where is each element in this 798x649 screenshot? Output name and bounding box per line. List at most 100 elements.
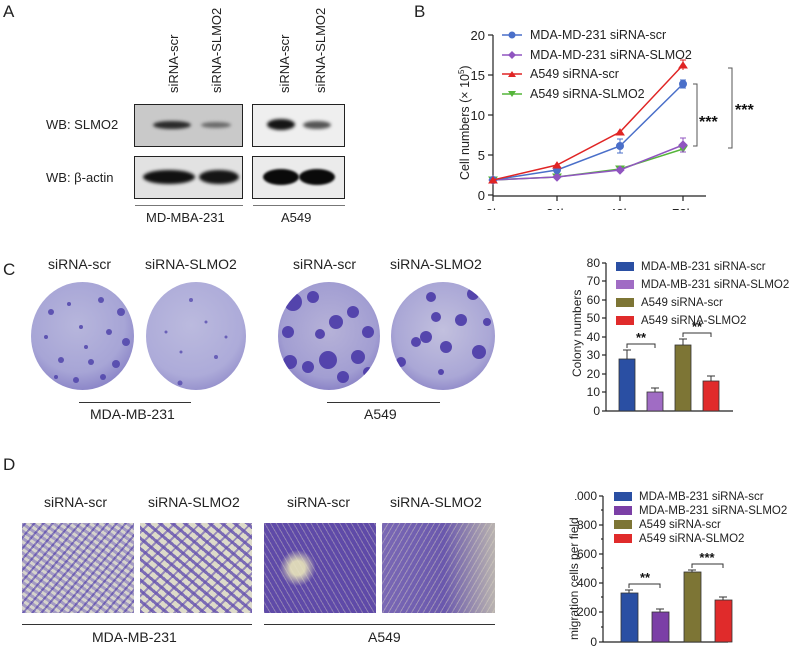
svg-text:A549 siRNA-scr: A549 siRNA-scr [641,297,723,309]
y-axis [488,34,494,196]
bar-a549-scr [683,571,702,643]
blot-slmo2-mda [134,104,243,147]
migration-field-mda-scr [22,523,134,613]
migration-col-label-3: siRNA-scr [287,494,350,510]
svg-text:**: ** [636,330,647,345]
svg-text:10: 10 [587,385,601,399]
svg-text:MDA-MB-231 siRNA-SLMO2: MDA-MB-231 siRNA-SLMO2 [641,279,789,291]
svg-text:200: 200 [577,605,597,619]
svg-text:72h: 72h [672,206,694,210]
migration-divider-mda [22,624,252,625]
blot-slmo2-a549 [252,104,345,147]
colony-dish-a549-scr [278,282,380,390]
bar-mda-slmo2 [646,391,664,412]
significance-brackets [693,67,733,149]
svg-text:A549 siRNA-scr: A549 siRNA-scr [530,67,619,81]
svg-text:800: 800 [577,518,597,532]
svg-text:60: 60 [587,293,601,307]
svg-text:**: ** [692,319,703,334]
svg-text:20: 20 [587,367,601,381]
panel-a-letter: A [3,2,15,21]
band [153,121,191,129]
blot-actin-mda [134,156,243,199]
migration-col-label-1: siRNA-scr [44,494,107,510]
series-mda-slmo2 [488,137,688,185]
row-label-actin: WB: β-actin [46,170,114,185]
lane-label-4: siRNA-SLMO2 [313,7,328,93]
svg-text:600: 600 [577,547,597,561]
x-axis [492,195,706,201]
legend-item-mda-scr: MDA-MD-231 siRNA-scr [502,28,666,42]
svg-text:0h: 0h [486,206,500,210]
svg-text:A549 siRNA-scr: A549 siRNA-scr [639,519,721,531]
panel-c-letter: C [3,260,16,279]
svg-text:10: 10 [471,108,485,123]
sig-mda: *** [699,114,718,131]
svg-text:30: 30 [587,348,601,362]
migration-field-a549-scr [264,523,376,613]
svg-text:400: 400 [577,576,597,590]
migration-divider-a549 [264,624,495,625]
colony-cell-line-mda: MDA-MB-231 [90,406,175,422]
legend-item-a549-slmo2: A549 siRNA-SLMO2 [502,87,645,101]
bar-mda-slmo2 [651,611,670,643]
lane-label-2: siRNA-SLMO2 [209,7,224,93]
bar-a549-slmo2 [702,380,720,412]
divider-mda [135,205,243,206]
svg-text:50: 50 [587,311,601,325]
svg-text:5: 5 [478,148,485,163]
migration-cell-line-mda: MDA-MB-231 [92,629,177,645]
svg-text:1000: 1000 [575,489,597,503]
migration-bars [620,571,733,643]
migration-field-a549-slmo2 [382,523,495,613]
series-a549-scr [488,59,688,184]
svg-text:MDA-MD-231 siRNA-SLMO2: MDA-MD-231 siRNA-SLMO2 [530,48,692,62]
migration-field-mda-slmo2 [140,523,252,613]
migration-bar-chart: 1000 800 600 400 200 0 ** *** MDA-MB-231 siRN… [575,489,787,649]
svg-text:48h: 48h [609,206,631,210]
band [263,169,299,185]
svg-text:**: ** [640,570,651,585]
colony-dish-mda-scr [31,282,134,390]
svg-text:MDA-MB-231 siRNA-scr: MDA-MB-231 siRNA-scr [641,261,766,273]
band [201,122,231,128]
colony-bars [618,344,720,412]
band [303,121,331,129]
svg-text:MDA-MD-231 siRNA-scr: MDA-MD-231 siRNA-scr [530,28,666,42]
svg-text:0: 0 [478,188,485,203]
blot-actin-a549 [252,156,345,199]
svg-text:A549 siRNA-SLMO2: A549 siRNA-SLMO2 [639,533,744,545]
growth-curve-chart: 20 15 10 5 0 0h 24h 48h 72h [471,28,755,210]
growth-legend: MDA-MD-231 siRNA-scr MDA-MD-231 siRNA-SL… [502,28,692,101]
bar-a549-scr [674,344,692,412]
colony-col-label-2: siRNA-SLMO2 [145,256,237,272]
colony-col-label-4: siRNA-SLMO2 [390,256,482,272]
svg-text:40: 40 [587,330,601,344]
panel-d-letter: D [3,455,16,474]
svg-text:A549 siRNA-SLMO2: A549 siRNA-SLMO2 [641,315,746,327]
migration-col-label-4: siRNA-SLMO2 [390,494,482,510]
lane-label-1: siRNA-scr [166,34,181,94]
colony-divider-mda [79,402,191,403]
lane-label-3: siRNA-scr [277,34,292,94]
svg-text:A549 siRNA-SLMO2: A549 siRNA-SLMO2 [530,87,645,101]
svg-text:MDA-MB-231 siRNA-scr: MDA-MB-231 siRNA-scr [639,491,764,503]
colony-divider-a549 [327,402,440,403]
bar-mda-scr [620,592,639,643]
series-a549-slmo2 [488,145,688,184]
panel-b-letter: B [414,2,426,21]
svg-text:80: 80 [587,256,601,270]
migration-cell-line-a549: A549 [368,629,401,645]
bar-mda-scr [618,358,636,412]
svg-text:15: 15 [471,68,485,83]
colony-col-label-1: siRNA-scr [48,256,111,272]
band [299,169,335,185]
svg-text:***: *** [699,550,715,565]
x-tick-labels: 0h 24h 48h 72h [486,206,694,210]
divider-a549 [253,205,345,206]
bar-a549-slmo2 [714,599,733,643]
band [199,170,239,184]
svg-text:70: 70 [587,274,601,288]
colony-bar-chart: 80 70 60 50 40 30 20 10 0 ** ** MDA-MB-231 siRNA… [587,256,790,415]
svg-text:20: 20 [471,28,485,43]
